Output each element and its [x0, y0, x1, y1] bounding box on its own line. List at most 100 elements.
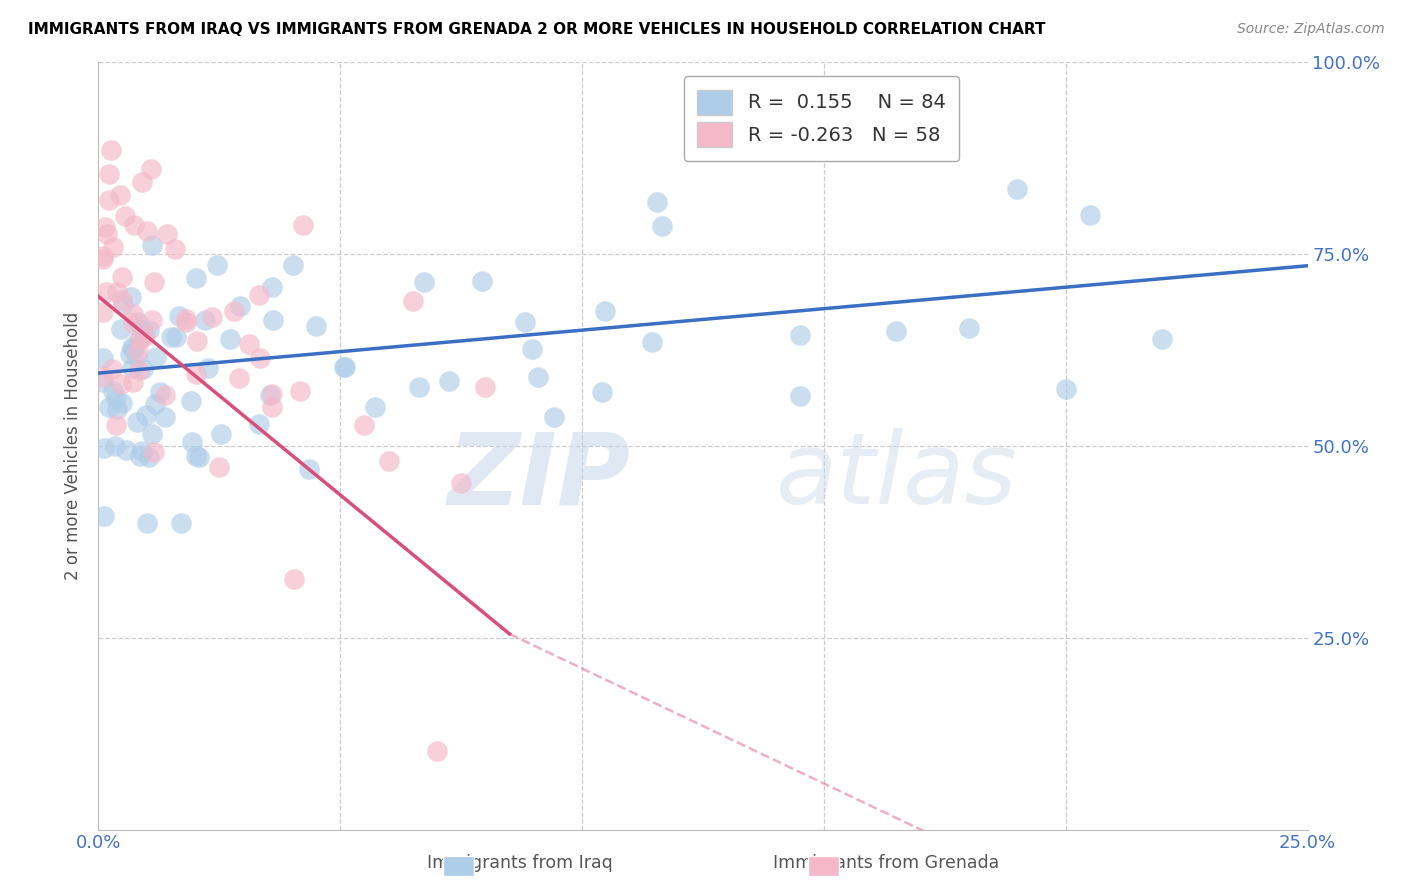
Point: [200, 310, 222, 325]
Point: [91, 249, 114, 263]
Point: [110, 377, 132, 392]
Point: [249, 288, 271, 302]
Point: [134, 408, 156, 422]
Point: [149, 385, 172, 400]
Text: Immigrants from Grenada: Immigrants from Grenada: [773, 855, 998, 872]
Point: [128, 363, 150, 377]
Point: [91, 370, 114, 384]
Point: [127, 315, 149, 329]
Point: [96, 227, 118, 242]
Point: [145, 350, 167, 364]
Point: [91, 376, 114, 390]
Point: [194, 313, 217, 327]
Point: [283, 572, 305, 586]
Point: [122, 342, 145, 356]
Point: [167, 309, 190, 323]
Point: [143, 445, 166, 459]
Point: [886, 324, 908, 338]
Point: [957, 320, 980, 334]
Point: [228, 371, 250, 385]
Point: [377, 454, 399, 468]
Point: [127, 344, 149, 359]
Point: [100, 143, 122, 157]
Point: [219, 332, 242, 346]
Point: [101, 384, 124, 398]
Point: [209, 426, 232, 441]
Point: [131, 323, 153, 337]
Point: [122, 375, 145, 389]
Point: [450, 475, 472, 490]
Point: [291, 218, 314, 232]
Point: [186, 449, 208, 463]
Point: [122, 307, 145, 321]
Point: [93, 351, 115, 365]
Point: [641, 334, 664, 349]
Point: [197, 361, 219, 376]
Point: [262, 313, 284, 327]
Point: [1152, 332, 1174, 346]
Point: [121, 290, 143, 304]
Point: [789, 389, 811, 403]
Text: Immigrants from Iraq: Immigrants from Iraq: [427, 855, 613, 872]
Point: [174, 312, 197, 326]
Point: [591, 385, 613, 400]
Point: [333, 359, 356, 374]
Point: [141, 162, 163, 177]
Point: [170, 516, 193, 530]
Point: [111, 396, 134, 410]
Point: [122, 219, 145, 233]
Point: [91, 252, 114, 267]
Point: [138, 323, 160, 337]
Point: [131, 443, 153, 458]
Point: [111, 293, 134, 308]
Point: [229, 299, 252, 313]
Point: [93, 220, 115, 235]
Point: [107, 402, 129, 417]
Point: [153, 410, 176, 425]
Point: [408, 380, 430, 394]
Point: [651, 219, 673, 233]
Legend: R =  0.155    N = 84, R = -0.263   N = 58: R = 0.155 N = 84, R = -0.263 N = 58: [683, 76, 959, 161]
Point: [260, 400, 283, 414]
Point: [437, 375, 460, 389]
Point: [105, 417, 128, 432]
Point: [402, 293, 425, 308]
Point: [138, 450, 160, 464]
Point: [104, 391, 127, 405]
Point: [128, 332, 150, 346]
Point: [412, 275, 434, 289]
Text: atlas: atlas: [776, 428, 1017, 525]
Point: [93, 508, 115, 523]
Point: [143, 396, 166, 410]
Point: [364, 400, 387, 414]
Point: [134, 327, 156, 342]
Point: [645, 194, 668, 209]
Point: [141, 427, 163, 442]
Point: [520, 342, 543, 356]
Point: [184, 368, 207, 382]
Point: [96, 285, 118, 300]
Point: [129, 449, 152, 463]
Point: [262, 280, 284, 294]
Point: [249, 351, 271, 365]
Point: [100, 361, 122, 376]
Point: [188, 450, 211, 464]
Point: [136, 516, 159, 530]
Point: [1078, 208, 1101, 222]
Point: [165, 330, 187, 344]
Point: [471, 274, 494, 288]
Point: [104, 439, 127, 453]
Point: [527, 369, 550, 384]
Point: [247, 417, 270, 431]
Point: [141, 313, 163, 327]
Point: [155, 227, 177, 242]
Point: [128, 333, 150, 347]
Point: [127, 351, 149, 365]
Point: [118, 347, 141, 361]
Point: [142, 275, 165, 289]
Point: [259, 387, 281, 401]
Point: [131, 175, 153, 189]
Point: [595, 304, 617, 318]
Point: [1007, 181, 1029, 195]
Point: [135, 224, 157, 238]
